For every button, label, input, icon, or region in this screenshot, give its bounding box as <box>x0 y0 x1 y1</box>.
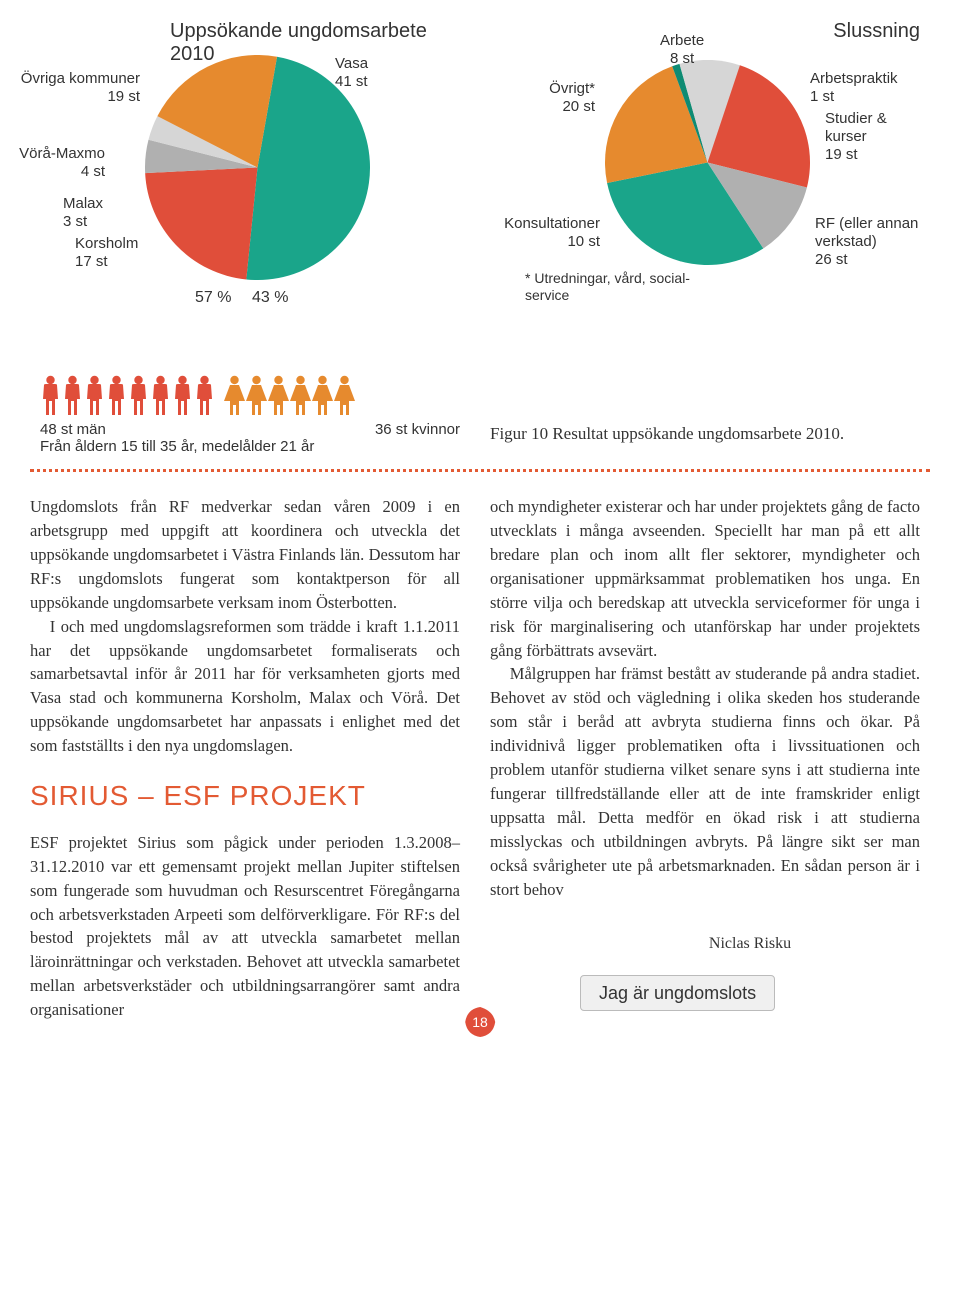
person-icon-male <box>172 375 193 415</box>
pie-right-label-rf: RF (eller annanverkstad) 26 st <box>815 215 918 269</box>
pie-right-label-praktik: Arbetspraktik 1 st <box>810 70 898 106</box>
person-icon-female <box>224 375 245 415</box>
person-photo <box>740 721 950 1041</box>
left-caption-sub: Från åldern 15 till 35 år, medelålder 21… <box>30 438 470 455</box>
person-icon-male <box>150 375 171 415</box>
pie-chart-right: Slussning Arbete 8 st Arbetspraktik 1 st… <box>490 20 930 350</box>
people-icons-row <box>30 375 930 415</box>
pie-right-svg <box>605 60 810 265</box>
pie-left-label-malax: Malax 3 st <box>63 195 103 231</box>
charts-row: Uppsökande ungdomsarbete 2010 Övriga kom… <box>30 20 930 350</box>
pie-right-label-konsult: Konsultationer 10 st <box>480 215 600 251</box>
person-icon-male <box>194 375 215 415</box>
person-icon-female <box>268 375 289 415</box>
person-icon-male <box>62 375 83 415</box>
pie-right-label-arbete: Arbete 8 st <box>660 32 704 68</box>
figur-caption: Figur 10 Resultat uppsökande ungdomsarbe… <box>490 421 930 455</box>
body-columns: Ungdomslots från RF medverkar sedan våre… <box>30 495 930 1022</box>
pie-left-percent-left: 57 % <box>195 288 231 307</box>
pie-right-footnote: * Utredningar, vård, social- service <box>525 270 690 304</box>
body-left-p2: I och med ungdomslagsreformen som trädde… <box>30 615 460 759</box>
person-icon-male <box>84 375 105 415</box>
person-icon-female <box>334 375 355 415</box>
left-caption-men: 48 st män <box>40 421 106 438</box>
pie-right-label-ovrigt: Övrigt* 20 st <box>500 80 595 116</box>
body-left-p1: Ungdomslots från RF medverkar sedan våre… <box>30 495 460 615</box>
person-icon-male <box>40 375 61 415</box>
body-left2-p1: ESF projektet Sirius som pågick under pe… <box>30 831 460 1022</box>
body-right-p1: och myndigheter existerar och har under … <box>490 495 920 662</box>
person-icon-male <box>106 375 127 415</box>
right-column: och myndigheter existerar och har under … <box>490 495 920 1022</box>
captions-row: 48 st män 36 st kvinnor Från åldern 15 t… <box>30 421 930 455</box>
pie-left-label-ovriga: Övriga kommuner 19 st <box>10 70 140 106</box>
section-heading-sirius: SIRIUS – ESF PROJEKT <box>30 776 460 817</box>
left-column: Ungdomslots från RF medverkar sedan våre… <box>30 495 460 1022</box>
person-icon-female <box>246 375 267 415</box>
pie-left-label-vasa: Vasa 41 st <box>335 55 368 91</box>
pie-chart-left: Uppsökande ungdomsarbete 2010 Övriga kom… <box>30 20 470 350</box>
left-caption-women: 36 st kvinnor <box>375 421 460 438</box>
person-icon-male <box>128 375 149 415</box>
pie-right-title: Slussning <box>833 20 920 43</box>
page-number: 18 <box>472 1014 488 1030</box>
pie-right-label-studier: Studier & kurser 19 st <box>825 110 930 164</box>
person-icon-female <box>312 375 333 415</box>
person-icon-female <box>290 375 311 415</box>
pie-left-label-korsholm: Korsholm 17 st <box>75 235 138 271</box>
pie-left-label-vora: Vörå-Maxmo 4 st <box>0 145 105 181</box>
dotted-divider <box>30 469 930 473</box>
pie-left-percent-right: 43 % <box>252 288 288 307</box>
